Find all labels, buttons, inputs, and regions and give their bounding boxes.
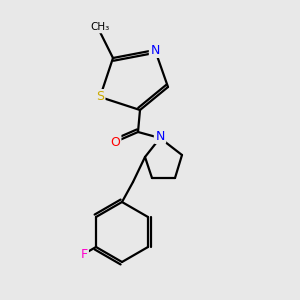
Text: O: O bbox=[110, 136, 120, 148]
Text: F: F bbox=[80, 248, 88, 260]
Text: N: N bbox=[155, 130, 165, 142]
Text: S: S bbox=[96, 91, 104, 103]
Text: N: N bbox=[150, 44, 160, 56]
Text: CH₃: CH₃ bbox=[90, 22, 110, 32]
